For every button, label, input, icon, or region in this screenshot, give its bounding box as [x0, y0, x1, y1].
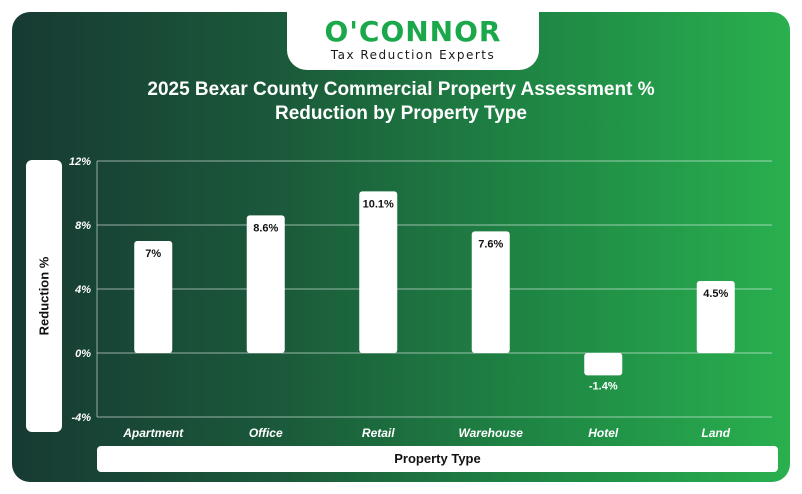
bar: [471, 231, 510, 353]
x-tick-label: Warehouse: [459, 426, 524, 440]
data-label: 10.1%: [363, 198, 394, 210]
y-tick-label: 4%: [74, 284, 91, 296]
data-label: 8.6%: [253, 222, 278, 234]
x-tick-label: Land: [701, 426, 730, 440]
y-tick-label: 8%: [75, 220, 91, 232]
x-axis-label: Property Type: [97, 446, 778, 472]
bar-chart: 12% 8% 4% 0% -4% 7% Apartment 8.6% Office 10.1% Re…: [69, 156, 772, 440]
x-tick-label: Office: [249, 426, 283, 440]
y-tick-label: -4%: [71, 412, 91, 424]
chart-card: O'CONNOR Tax Reduction Experts 2025 Bexa…: [12, 12, 790, 482]
bar: [246, 215, 285, 353]
logo-wordmark: O'CONNOR: [324, 15, 502, 48]
y-tick-label: 0%: [75, 348, 91, 360]
y-axis-label-box: Reduction %: [26, 160, 62, 432]
bar: [359, 191, 398, 353]
bar: [584, 353, 623, 376]
x-tick-label: Apartment: [122, 426, 184, 440]
data-label: 7%: [145, 248, 161, 260]
logo: O'CONNOR Tax Reduction Experts: [287, 12, 539, 70]
data-label: 4.5%: [703, 288, 728, 300]
chart-title: 2025 Bexar County Commercial Property As…: [147, 79, 655, 124]
x-tick-label: Retail: [362, 426, 395, 440]
bar: [134, 241, 173, 353]
data-label: 7.6%: [478, 238, 503, 250]
data-label: -1.4%: [589, 380, 618, 392]
logo-tagline: Tax Reduction Experts: [330, 48, 496, 62]
y-tick-label: 12%: [69, 156, 91, 168]
bar: [696, 281, 735, 353]
x-tick-label: Hotel: [588, 426, 619, 440]
